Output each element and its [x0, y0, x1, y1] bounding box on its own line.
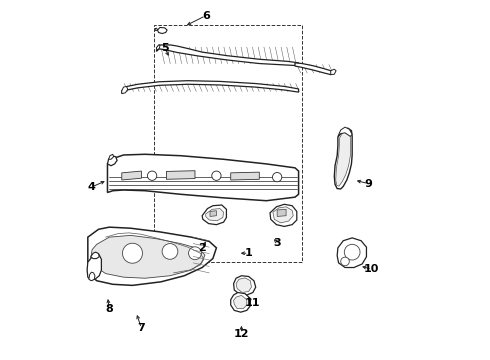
- Text: 8: 8: [105, 303, 113, 314]
- Polygon shape: [331, 69, 336, 75]
- Text: 3: 3: [273, 238, 281, 248]
- Polygon shape: [236, 278, 251, 293]
- Text: 12: 12: [234, 329, 249, 339]
- Polygon shape: [206, 208, 223, 221]
- Polygon shape: [91, 252, 99, 258]
- Text: 1: 1: [245, 248, 252, 258]
- Polygon shape: [167, 171, 195, 179]
- Circle shape: [344, 244, 360, 260]
- Text: 11: 11: [245, 298, 260, 308]
- Text: 4: 4: [87, 182, 96, 192]
- Polygon shape: [277, 209, 286, 216]
- Polygon shape: [337, 238, 367, 267]
- Polygon shape: [273, 207, 293, 223]
- Polygon shape: [336, 130, 350, 186]
- Polygon shape: [122, 171, 142, 180]
- Circle shape: [341, 257, 349, 266]
- Polygon shape: [210, 211, 217, 216]
- Polygon shape: [234, 296, 247, 309]
- Polygon shape: [231, 172, 259, 180]
- Circle shape: [147, 171, 157, 180]
- Polygon shape: [156, 45, 160, 50]
- Polygon shape: [231, 293, 250, 312]
- Polygon shape: [234, 276, 256, 295]
- Text: 7: 7: [138, 323, 145, 333]
- Polygon shape: [156, 45, 298, 66]
- Polygon shape: [270, 204, 297, 226]
- Text: 6: 6: [202, 11, 210, 21]
- Polygon shape: [109, 154, 114, 159]
- Polygon shape: [107, 154, 298, 201]
- Circle shape: [162, 244, 178, 259]
- Polygon shape: [88, 227, 217, 285]
- Text: 2: 2: [198, 243, 206, 253]
- Polygon shape: [87, 254, 101, 280]
- Polygon shape: [91, 235, 205, 278]
- Polygon shape: [295, 63, 333, 75]
- Polygon shape: [89, 272, 95, 281]
- Circle shape: [189, 247, 201, 260]
- Text: 9: 9: [364, 179, 372, 189]
- Polygon shape: [107, 156, 117, 166]
- Polygon shape: [338, 127, 352, 136]
- Circle shape: [212, 171, 221, 180]
- Polygon shape: [334, 128, 352, 189]
- Circle shape: [122, 243, 143, 263]
- Polygon shape: [202, 205, 226, 225]
- Polygon shape: [122, 81, 298, 94]
- Text: 10: 10: [364, 264, 379, 274]
- Text: 5: 5: [161, 43, 169, 53]
- Circle shape: [272, 172, 282, 182]
- Polygon shape: [122, 86, 128, 94]
- Polygon shape: [155, 28, 158, 31]
- Polygon shape: [157, 27, 167, 33]
